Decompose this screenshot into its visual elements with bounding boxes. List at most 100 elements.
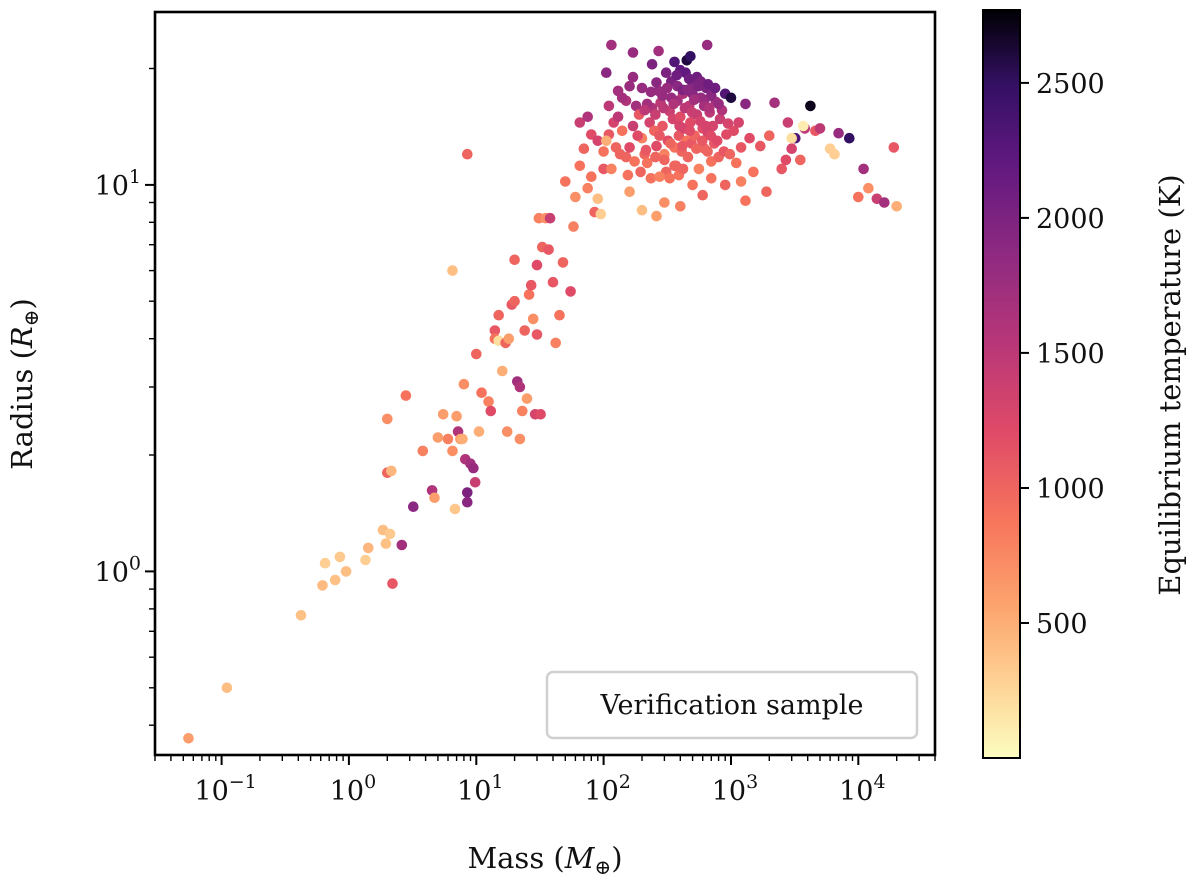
data-point: [653, 45, 664, 57]
data-point: [616, 92, 628, 104]
data-point: [798, 120, 809, 132]
data-point: [660, 67, 672, 78]
data-point: [592, 135, 604, 147]
data-point: [891, 201, 902, 212]
data-point: [665, 138, 676, 149]
data-point: [668, 98, 679, 110]
data-point: [612, 111, 624, 123]
data-point: [396, 539, 408, 551]
data-point: [786, 143, 797, 154]
data-point: [697, 189, 708, 201]
data-point: [632, 130, 643, 141]
data-point: [382, 413, 393, 425]
data-point: [574, 160, 586, 172]
data-point: [682, 151, 694, 163]
data-point: [483, 396, 494, 407]
data-point: [863, 182, 874, 194]
data-point: [221, 682, 233, 694]
x-tick-label: 101: [457, 771, 503, 807]
data-point: [489, 325, 501, 336]
data-point: [592, 193, 604, 205]
data-point: [740, 195, 751, 206]
data-point: [782, 117, 794, 128]
data-point: [363, 542, 374, 554]
data-point: [645, 86, 657, 98]
data-point: [701, 39, 713, 51]
data-point: [761, 186, 772, 197]
y-axis-label: Radius (R⊕): [5, 298, 43, 470]
data-point: [531, 329, 543, 340]
data-point: [543, 244, 554, 255]
legend-label: Verification sample: [600, 690, 864, 721]
data-point: [879, 197, 890, 208]
data-point: [451, 410, 462, 422]
x-ticks: 10−1 100 101 102 103 104: [154, 755, 936, 807]
data-point: [744, 132, 755, 144]
data-point: [786, 132, 797, 144]
data-point: [651, 210, 662, 222]
points-layer: [183, 39, 902, 744]
data-point: [702, 146, 713, 157]
data-point: [635, 166, 646, 178]
data-point: [442, 433, 454, 445]
data-point: [531, 259, 543, 271]
data-point: [437, 409, 449, 420]
data-point: [685, 51, 696, 62]
data-point: [586, 129, 597, 140]
data-point: [687, 179, 698, 191]
data-point: [471, 348, 482, 360]
data-point: [629, 156, 640, 167]
data-point: [514, 381, 526, 393]
data-point: [598, 163, 609, 175]
data-point: [675, 201, 686, 212]
data-point: [640, 144, 652, 156]
data-point: [568, 221, 579, 232]
data-point: [669, 56, 680, 68]
data-point: [630, 100, 642, 112]
data-point: [514, 433, 526, 445]
data-point: [713, 98, 724, 110]
data-point: [457, 433, 468, 445]
data-point: [476, 387, 487, 399]
data-point: [674, 120, 685, 132]
data-point: [432, 432, 444, 443]
data-point: [664, 173, 675, 184]
y-ticks: 100 101: [95, 67, 155, 726]
data-point: [586, 171, 597, 182]
data-point: [582, 182, 593, 194]
data-point: [651, 140, 662, 152]
data-point: [829, 148, 840, 160]
legend: Verification sample: [545, 670, 919, 740]
data-point: [780, 154, 792, 166]
data-point: [578, 143, 590, 154]
data-point: [519, 325, 530, 336]
data-point: [671, 70, 682, 81]
colorbar-tick-label: 2000: [1036, 204, 1105, 235]
data-point: [733, 117, 744, 128]
x-axis-label-close: ): [611, 841, 622, 875]
data-point: [547, 276, 559, 288]
data-point: [689, 94, 700, 106]
data-point: [654, 130, 665, 141]
data-point: [661, 82, 673, 94]
data-point: [624, 186, 635, 197]
colorbar-tick-label: 500: [1036, 609, 1088, 640]
data-point: [503, 333, 515, 345]
data-point: [677, 140, 688, 152]
data-point: [400, 390, 412, 401]
data-point: [340, 566, 352, 577]
colorbar-tick-label: 2500: [1036, 69, 1105, 100]
data-point: [693, 80, 704, 92]
data-point: [595, 208, 607, 220]
data-point: [360, 554, 371, 566]
data-point: [764, 130, 775, 141]
data-point: [501, 426, 513, 437]
data-point: [659, 154, 670, 166]
x-axis-label: Mass (M⊕): [467, 841, 622, 879]
data-point: [685, 117, 696, 128]
x-tick-label: 104: [839, 771, 885, 807]
data-point: [731, 157, 742, 169]
data-point: [622, 169, 634, 181]
